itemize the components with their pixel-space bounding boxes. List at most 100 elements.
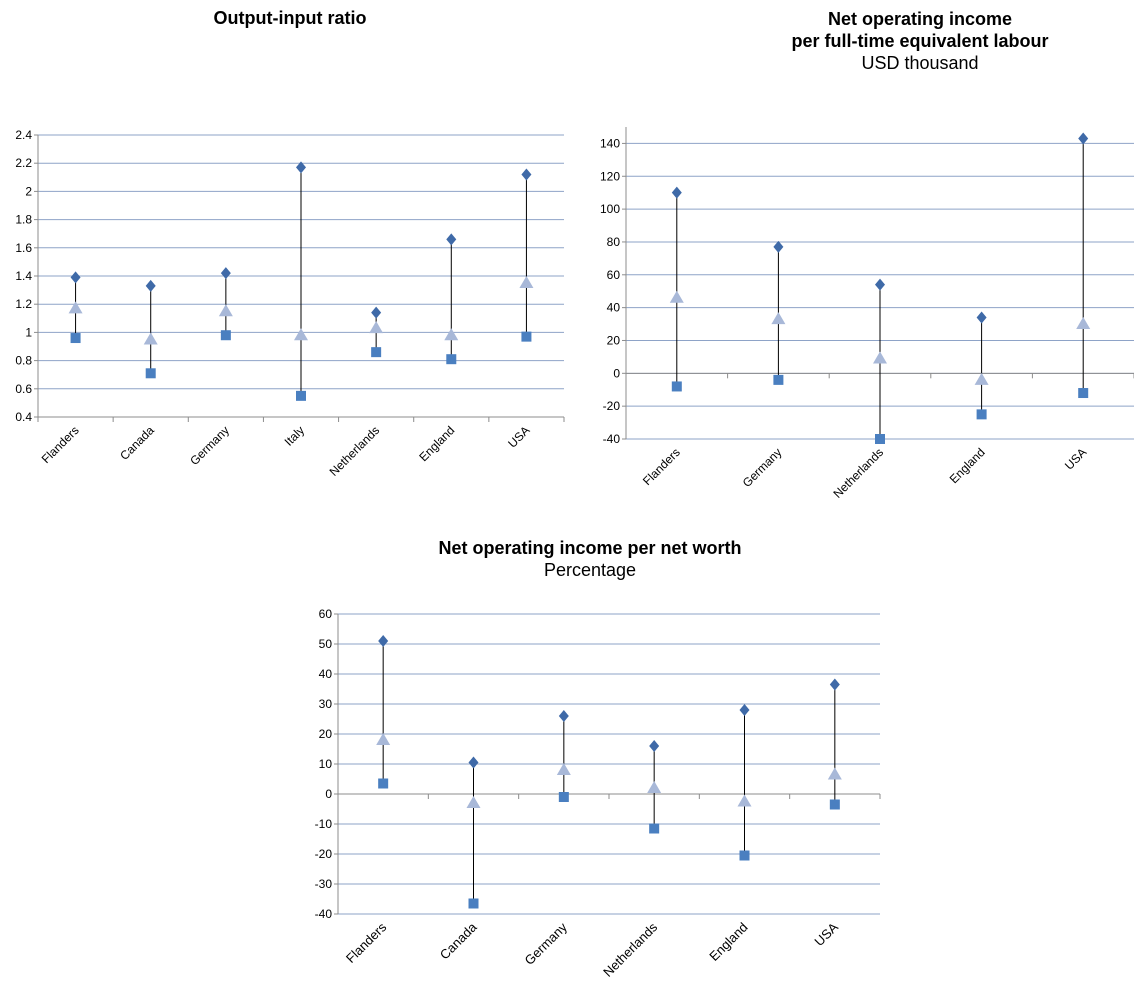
x-tick-label: Germany: [187, 423, 232, 468]
chart-svg: -40 -20 0 20 40 60 80 100 120 140 Flanders Germany N…: [600, 127, 1134, 501]
diamond-marker: [649, 740, 660, 752]
x-tick-label: USA: [505, 423, 532, 450]
square-marker: [378, 778, 389, 789]
x-tick-label: England: [706, 920, 750, 964]
square-marker: [446, 354, 457, 365]
x-tick-label: Italy: [282, 423, 307, 448]
x-tick-label: Canada: [117, 423, 157, 463]
y-tick-label: 0.6: [15, 382, 32, 396]
y-tick-label: 0: [325, 787, 332, 801]
square-marker: [521, 331, 532, 342]
y-tick-label: -40: [315, 907, 333, 921]
diamond-marker: [70, 271, 81, 284]
diamond-marker: [558, 710, 569, 722]
y-tick-label: 1.4: [15, 269, 32, 283]
y-tick-label: -30: [315, 877, 333, 891]
chart-svg: 0.4 0.6 0.8 1 1.2 1.4 1.6 1.8 2 2.2 2.4 Flanders Can…: [15, 128, 565, 479]
triangle-marker: [873, 351, 887, 364]
chart-panel-income-per-labour: Net operating income per full-time equiva…: [580, 0, 1134, 520]
chart-subtitle: USD thousand: [861, 53, 979, 73]
y-tick-label: 100: [600, 202, 620, 216]
y-tick-label: 140: [600, 136, 620, 150]
square-marker: [220, 330, 231, 341]
triangle-marker: [294, 328, 308, 341]
diamond-marker: [220, 267, 231, 280]
triangle-marker: [1076, 317, 1091, 330]
x-tick-label: Germany: [522, 919, 571, 968]
chart-subtitle: Percentage: [543, 560, 637, 580]
y-tick-label: -20: [315, 847, 333, 861]
y-tick-label: 1.2: [15, 297, 32, 311]
chart-svg: -40 -30 -20 -10 0 10 20 30 40 50 60 Flanders Canada G…: [315, 607, 881, 980]
triangle-marker: [376, 733, 391, 745]
y-tick-label: 60: [607, 268, 621, 282]
x-tick-label: Netherlands: [830, 445, 886, 501]
y-tick-label: 1: [25, 325, 32, 339]
chart-title-main: Net operating income per full-time equiva…: [791, 9, 1049, 51]
square-marker: [671, 381, 682, 392]
y-tick-label: 10: [319, 757, 333, 771]
y-tick-label: 1.8: [15, 213, 32, 227]
x-tick-label: Flanders: [39, 423, 82, 466]
square-marker: [773, 374, 784, 385]
y-tick-label: 80: [607, 235, 621, 249]
triangle-marker: [827, 767, 842, 780]
square-marker: [558, 792, 569, 802]
chart-title-main: Output-input ratio: [213, 8, 367, 28]
square-marker: [468, 898, 479, 909]
y-tick-label: 2.4: [15, 128, 32, 142]
x-tick-label: Flanders: [640, 445, 683, 488]
square-marker: [649, 823, 660, 834]
y-tick-label: 20: [319, 727, 333, 741]
x-tick-label: England: [947, 445, 988, 486]
square-marker: [739, 850, 750, 861]
triangle-marker: [444, 328, 459, 341]
diamond-marker: [671, 186, 682, 199]
x-tick-label: Netherlands: [327, 423, 383, 479]
x-tick-label: Flanders: [343, 919, 390, 966]
square-marker: [875, 434, 885, 444]
diamond-marker: [976, 311, 987, 324]
triangle-marker: [974, 372, 989, 385]
square-marker: [976, 409, 987, 420]
diamond-marker: [829, 678, 840, 691]
triangle-marker: [466, 796, 481, 808]
x-tick-label: Netherlands: [600, 919, 661, 980]
chart-title: Net operating income per net worth Perce…: [290, 537, 890, 581]
triangle-marker: [556, 763, 571, 775]
diamond-marker: [1078, 132, 1089, 145]
diamond-marker: [446, 233, 457, 246]
square-marker: [296, 390, 306, 401]
diamond-marker: [875, 278, 885, 291]
chart-panel-output-input: Output-input ratio 0.4 0.6 0.8 1 1.2 1.4 1.6 1.…: [0, 0, 580, 480]
x-tick-label: Germany: [740, 445, 785, 490]
diamond-marker: [468, 756, 479, 769]
y-tick-label: 30: [319, 697, 333, 711]
square-marker: [371, 347, 382, 358]
y-tick-label: 50: [319, 637, 333, 651]
y-tick-label: 2.2: [15, 156, 32, 170]
y-tick-label: 40: [607, 301, 621, 315]
diamond-marker: [773, 240, 784, 253]
diamond-marker: [296, 161, 306, 174]
y-tick-label: -20: [603, 399, 621, 413]
y-tick-label: 0.4: [15, 410, 32, 424]
square-marker: [829, 799, 840, 810]
square-marker: [145, 368, 156, 379]
triangle-marker: [669, 290, 684, 303]
y-tick-label: -10: [315, 817, 333, 831]
triangle-marker: [737, 794, 752, 807]
y-tick-label: 1.6: [15, 241, 32, 255]
y-tick-label: 0: [613, 366, 620, 380]
y-tick-label: -40: [603, 432, 621, 446]
y-tick-label: 60: [319, 607, 333, 621]
chart-panel-income-per-networth: Net operating income per net worth Perce…: [290, 530, 890, 1005]
x-tick-label: England: [416, 423, 457, 464]
y-tick-label: 0.8: [15, 354, 32, 368]
diamond-marker: [739, 704, 750, 716]
x-tick-label: USA: [811, 919, 841, 949]
triangle-marker: [369, 321, 384, 334]
y-tick-label: 40: [319, 667, 333, 681]
diamond-marker: [378, 635, 389, 647]
y-tick-label: 120: [600, 169, 620, 183]
